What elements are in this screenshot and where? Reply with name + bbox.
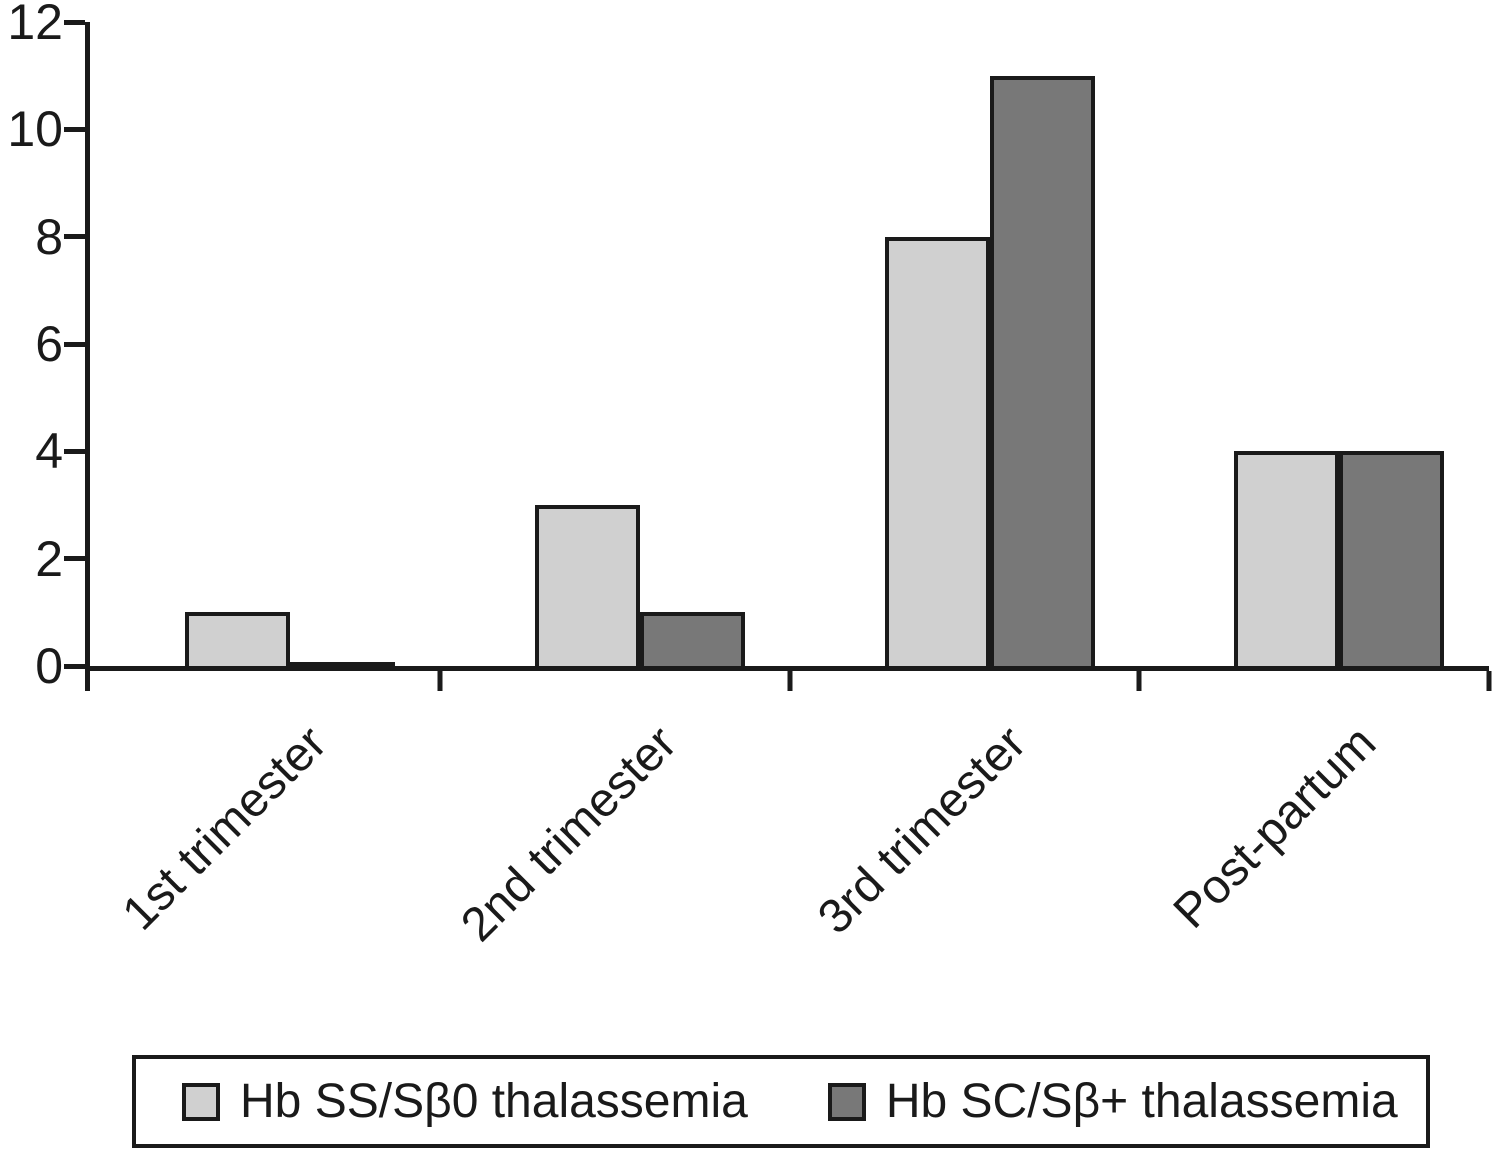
x-axis-tick: [85, 671, 90, 691]
y-axis-label-10: 10: [7, 101, 63, 158]
y-axis-label-8: 8: [35, 208, 63, 265]
bar: [1234, 451, 1340, 666]
legend-item-hb-ss: Hb SS/Sβ0 thalassemia: [182, 1074, 748, 1128]
x-axis-tick: [1486, 671, 1492, 691]
x-axis-tick: [787, 671, 792, 691]
legend-swatch-hb-sc: [827, 1082, 866, 1121]
bar: [185, 612, 291, 666]
bar-group-3: [884, 75, 1095, 666]
bar-group-2: [534, 505, 745, 666]
legend: Hb SS/Sβ0 thalassemia Hb SC/Sβ+ thalasse…: [132, 1055, 1430, 1148]
y-axis-label-4: 4: [35, 423, 63, 480]
x-axis-category-label: 1st trimester: [112, 716, 337, 941]
legend-swatch-hb-ss: [182, 1082, 220, 1121]
legend-item-hb-sc: Hb SC/Sβ+ thalassemia: [827, 1074, 1398, 1128]
bar: [639, 612, 745, 666]
x-axis-tick: [1136, 671, 1142, 691]
y-axis-tick-4: [64, 448, 85, 454]
bar: [989, 75, 1095, 666]
bar: [290, 662, 396, 666]
y-axis-label-12: 12: [7, 0, 63, 50]
y-axis-label-2: 2: [35, 530, 63, 587]
bar-group-1: [185, 612, 396, 666]
x-axis-category-labels: 1st trimester 2nd trimester 3rd trimester P…: [90, 671, 1489, 1001]
x-axis-category-label: 2nd trimester: [451, 716, 687, 952]
bar: [1339, 451, 1445, 666]
bar: [884, 236, 990, 666]
bar-group-4: [1234, 451, 1445, 666]
x-axis-tick: [437, 671, 443, 691]
y-axis-tick-0: [64, 663, 85, 669]
y-axis-tick-2: [64, 556, 85, 562]
y-axis-label-6: 6: [35, 316, 63, 372]
y-axis-tick-6: [64, 341, 85, 347]
x-axis-category-label: Post-partum: [1163, 716, 1387, 939]
bar: [534, 505, 640, 666]
y-axis-tick-12: [64, 19, 85, 25]
legend-label-hb-ss: Hb SS/Sβ0 thalassemia: [240, 1074, 748, 1128]
legend-label-hb-sc: Hb SC/Sβ+ thalassemia: [885, 1074, 1398, 1128]
y-axis-label-0: 0: [35, 638, 63, 694]
y-axis-tick-10: [64, 126, 85, 132]
x-axis-category-label: 3rd trimester: [808, 716, 1037, 945]
y-axis-tick-8: [64, 234, 85, 240]
plot-area: 0 2 4 6 8 10 12: [7, 0, 1492, 691]
